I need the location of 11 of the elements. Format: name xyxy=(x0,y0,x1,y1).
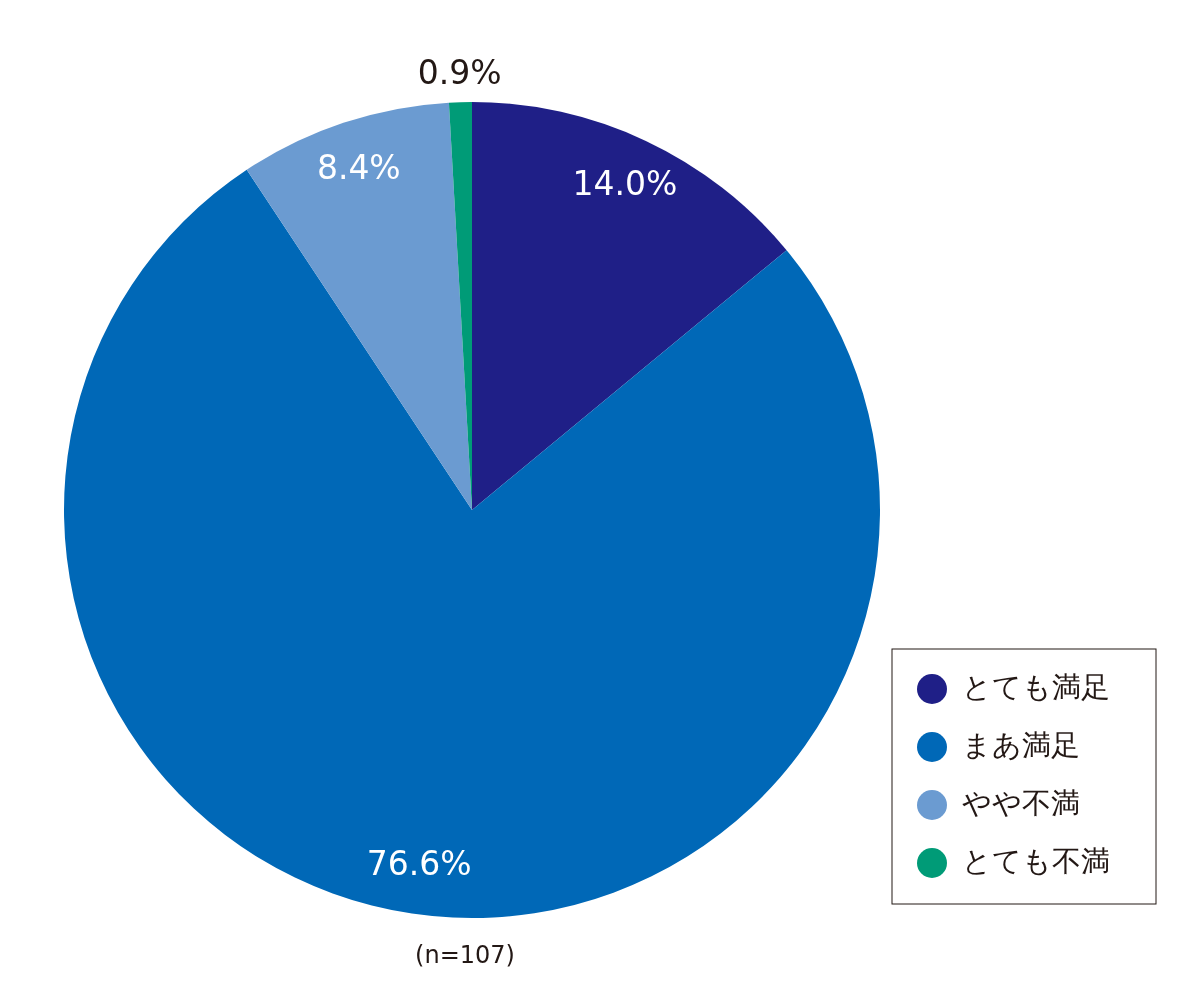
legend-label: やや不満 xyxy=(962,786,1080,820)
data-label: 8.4% xyxy=(316,147,401,187)
data-label: 14.0% xyxy=(572,163,678,203)
legend-label: とても不満 xyxy=(962,844,1110,878)
pie-slice xyxy=(472,102,787,510)
data-label: 76.6% xyxy=(366,843,472,883)
text: (n=107) xyxy=(415,941,515,969)
pie-slice xyxy=(246,102,472,510)
legend-label: まあ満足 xyxy=(962,728,1080,762)
data-label: 0.9% xyxy=(417,52,502,92)
legend-label: とても満足 xyxy=(962,670,1110,704)
